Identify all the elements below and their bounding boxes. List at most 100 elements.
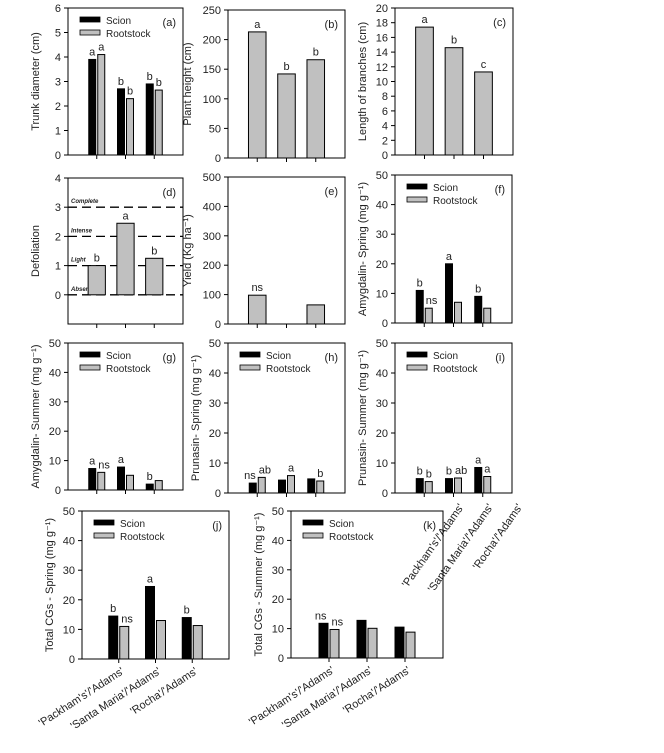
panel-d: 0 1 2 3 4 Defoliation (d) Absent Light Intense Com…	[30, 173, 184, 328]
y-tick-label: 4	[55, 173, 61, 185]
y-tick-label: 0	[278, 653, 284, 665]
legend-label: Scion	[266, 351, 291, 362]
y-tick-label: 10	[376, 288, 388, 300]
y-axis-label: Plant height (cm)	[182, 42, 194, 125]
bar-scion	[145, 483, 154, 491]
y-tick-label: 400	[203, 201, 221, 213]
legend-swatch	[79, 351, 101, 358]
bar-rootstock	[257, 476, 266, 494]
bar-scion	[88, 58, 97, 156]
y-tick-label: 40	[209, 368, 221, 380]
panel-label: (a)	[163, 17, 176, 29]
bar-value	[306, 304, 326, 325]
y-tick-label: 2	[55, 101, 61, 113]
bar-rootstock	[405, 631, 416, 659]
y-tick-label: 18	[376, 18, 388, 30]
significance-letter: ns	[121, 613, 133, 625]
y-tick-label: 200	[203, 260, 221, 272]
y-tick-label: 150	[203, 64, 221, 76]
significance-letter: a	[89, 46, 96, 58]
significance-letter: a	[147, 573, 154, 585]
y-tick-label: 2	[382, 135, 388, 147]
significance-letter: b	[110, 603, 116, 615]
bar-scion	[108, 615, 119, 660]
y-tick-label: 10	[272, 624, 284, 636]
y-tick-label: 0	[55, 290, 61, 302]
legend-label: Rootstock	[266, 364, 311, 375]
significance-letter: b	[147, 471, 153, 483]
significance-letter: a	[421, 14, 428, 26]
category-label: 'Rocha'/'Adams'	[341, 664, 413, 716]
bar-scion	[88, 468, 97, 491]
significance-letter: a	[254, 19, 261, 31]
legend-label: Scion	[106, 16, 131, 27]
significance-letter: ns	[315, 610, 327, 622]
significance-letter: ab	[455, 465, 467, 477]
bar-value	[277, 73, 296, 159]
y-tick-label: 40	[376, 200, 388, 212]
panel-label: (d)	[163, 187, 176, 199]
significance-letter: b	[118, 76, 124, 88]
y-tick-label: 10	[63, 624, 75, 636]
y-tick-label: 1	[55, 126, 61, 138]
significance-letter: b	[283, 61, 289, 73]
legend-label: Rootstock	[329, 532, 374, 543]
bar-rootstock	[483, 476, 492, 494]
legend-label: Scion	[329, 519, 354, 530]
panel-h: 0 10 20 30 40 50 Prunasin- Spring (mg g⁻¹) (h) n…	[190, 338, 346, 500]
legend-label: Rootstock	[433, 364, 478, 375]
category-label: 'Rocha'/'Adams'	[128, 665, 200, 717]
significance-letter: a	[475, 455, 482, 467]
y-tick-label: 20	[209, 428, 221, 440]
bar-rootstock	[329, 628, 340, 659]
reference-line-label: Intense	[71, 228, 93, 234]
y-tick-label: 10	[49, 456, 61, 468]
y-axis-label: Yield (Kg ha⁻¹)	[182, 214, 194, 287]
y-tick-label: 3	[55, 202, 61, 214]
panel-e: 0 100 200 300 400 500 Yield (Kg ha⁻¹) (e) ns	[182, 172, 346, 331]
bar-value	[247, 31, 267, 159]
significance-letter: ns	[251, 282, 263, 294]
y-tick-label: 0	[215, 319, 221, 331]
bar-rootstock	[192, 625, 203, 660]
bar-value	[306, 59, 326, 159]
bar-rootstock	[154, 89, 163, 156]
y-tick-label: 250	[203, 5, 221, 17]
y-tick-label: 0	[382, 488, 388, 500]
bar-scion	[117, 466, 125, 491]
y-axis-label: Prunasin- Spring (mg g⁻¹)	[190, 355, 202, 481]
y-tick-label: 0	[55, 485, 61, 497]
legend-swatch	[406, 183, 428, 190]
legend-label: Rootstock	[433, 196, 478, 207]
y-tick-label: 10	[209, 458, 221, 470]
significance-letter: b	[417, 466, 423, 478]
bar-rootstock	[126, 474, 134, 491]
y-tick-label: 6	[55, 3, 61, 15]
significance-letter: a	[118, 454, 125, 466]
y-tick-label: 30	[63, 565, 75, 577]
y-axis-label: Prunasin- Summer (mg g⁻¹)	[357, 350, 369, 486]
legend-swatch	[239, 351, 261, 358]
bar-scion	[181, 617, 192, 660]
bar-rootstock	[454, 477, 462, 494]
panel-label: (i)	[495, 352, 505, 364]
bar-value	[474, 71, 493, 156]
y-tick-label: 40	[376, 368, 388, 380]
legend-swatch	[406, 364, 428, 371]
significance-letter: a	[89, 456, 96, 468]
y-tick-label: 40	[63, 536, 75, 548]
legend-swatch	[406, 196, 428, 203]
y-tick-label: 12	[376, 62, 388, 74]
bar-rootstock	[454, 301, 462, 324]
bar-scion	[445, 478, 453, 494]
panel-j: 0 10 20 30 40 50 Total CGs - Spring (mg g⁻¹) (j…	[37, 506, 230, 733]
legend-label: Scion	[433, 351, 458, 362]
y-tick-label: 2	[55, 231, 61, 243]
bar-rootstock	[424, 307, 433, 324]
bar-scion	[394, 626, 405, 659]
significance-letter: b	[127, 86, 133, 98]
panel-label: (g)	[163, 352, 176, 364]
y-tick-label: 10	[376, 77, 388, 89]
significance-letter: a	[446, 251, 453, 263]
reference-line-label: Absent	[70, 287, 92, 293]
